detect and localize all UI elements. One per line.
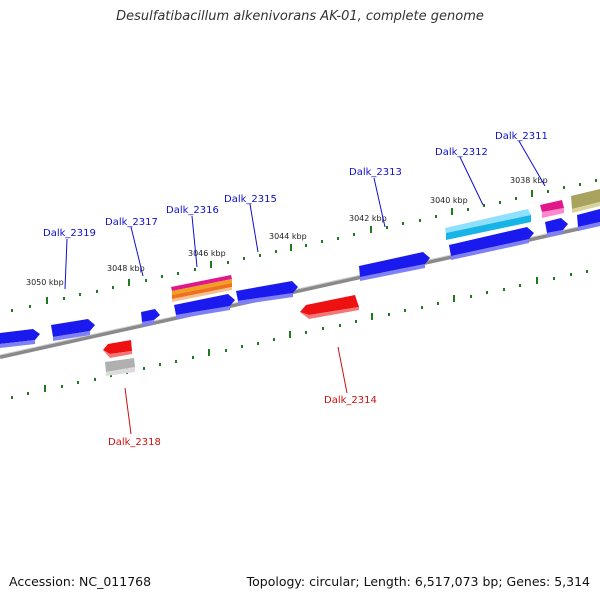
forward-tick-track bbox=[11, 179, 597, 312]
map-title: Desulfatibacillum alkenivorans AK-01, co… bbox=[116, 9, 484, 24]
accession-label: Accession: NC_011768 bbox=[9, 574, 152, 589]
gene-label-dalk-2315: Dalk_2315 bbox=[224, 194, 277, 205]
gene-g[interactable] bbox=[449, 227, 534, 260]
gene-d[interactable] bbox=[174, 294, 235, 319]
dalk-2314-feature[interactable] bbox=[300, 295, 359, 319]
dalk-2318-feature[interactable] bbox=[103, 340, 132, 358]
gene-c[interactable] bbox=[141, 309, 160, 326]
grey-feature[interactable] bbox=[105, 358, 135, 376]
gene-f[interactable] bbox=[359, 252, 430, 281]
forward-genes bbox=[0, 209, 600, 348]
magenta-feature[interactable] bbox=[540, 200, 564, 218]
gene-label-dalk-2317: Dalk_2317 bbox=[105, 217, 158, 228]
kbp-tick-label: 3040 kbp bbox=[430, 196, 468, 205]
gene-label-dalk-2314: Dalk_2314 bbox=[324, 395, 377, 406]
gene-a[interactable] bbox=[0, 329, 40, 348]
kbp-tick-label: 3050 kbp bbox=[26, 278, 64, 287]
gene-label-dalk-2311: Dalk_2311 bbox=[495, 131, 548, 142]
kbp-tick-label: 3044 kbp bbox=[269, 232, 307, 241]
label-leaders bbox=[64, 140, 546, 435]
gene-label-dalk-2312: Dalk_2312 bbox=[435, 147, 488, 158]
gene-label-dalk-2316: Dalk_2316 bbox=[166, 205, 219, 216]
gene-label-dalk-2313: Dalk_2313 bbox=[349, 167, 402, 178]
gene-label-dalk-2318: Dalk_2318 bbox=[108, 437, 161, 448]
kbp-tick-label: 3038 kbp bbox=[510, 176, 548, 185]
kbp-tick-label: 3046 kbp bbox=[188, 249, 226, 258]
cyan-feature[interactable] bbox=[445, 209, 531, 240]
genome-summary: Topology: circular; Length: 6,517,073 bp… bbox=[246, 574, 590, 589]
orange-stack[interactable] bbox=[171, 275, 232, 302]
gene-label-dalk-2319: Dalk_2319 bbox=[43, 228, 96, 239]
kbp-tick-label: 3042 kbp bbox=[349, 214, 387, 223]
kbp-tick-label: 3048 kbp bbox=[107, 264, 145, 273]
olive-feature[interactable] bbox=[571, 189, 600, 213]
gene-i[interactable] bbox=[577, 209, 600, 231]
gene-h[interactable] bbox=[545, 218, 568, 237]
gene-b[interactable] bbox=[51, 319, 95, 341]
gene-e[interactable] bbox=[236, 281, 298, 305]
